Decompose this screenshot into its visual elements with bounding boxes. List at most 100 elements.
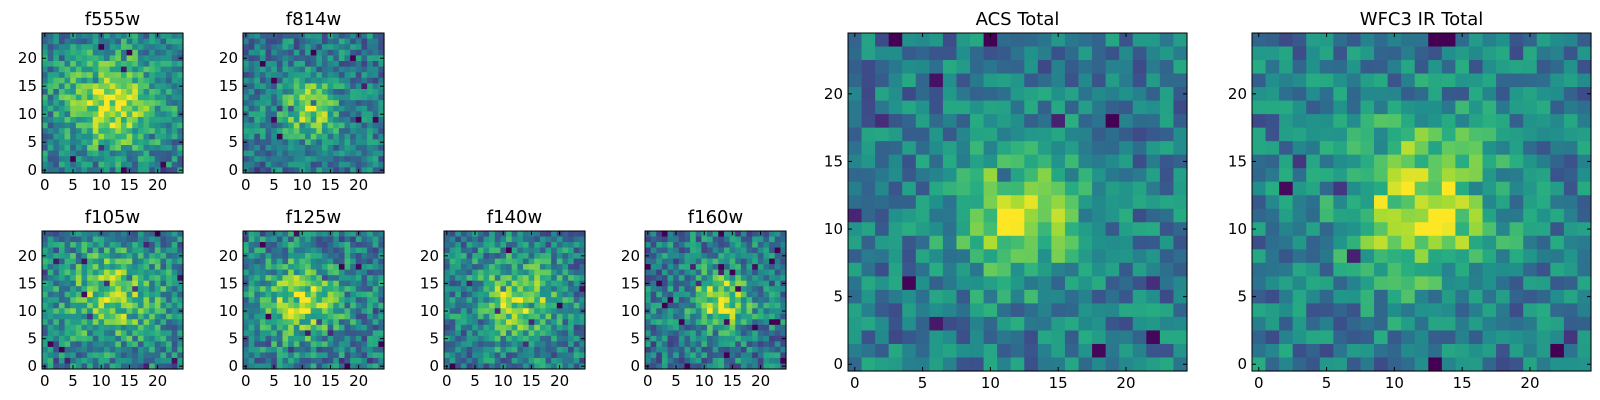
heatmap-cell [171, 231, 178, 238]
heatmap-cell [248, 145, 255, 152]
heatmap-cell [1051, 208, 1066, 223]
heatmap-cell [545, 291, 552, 298]
heatmap-cell [1523, 208, 1538, 223]
heatmap-cell [372, 346, 379, 354]
heatmap-cell [259, 89, 267, 96]
heatmap-cell [64, 61, 71, 68]
heatmap-cell [53, 286, 60, 293]
heatmap-cell [265, 291, 272, 298]
heatmap-cell [1441, 127, 1456, 142]
heatmap-cell [848, 100, 863, 115]
heatmap-cell [718, 357, 725, 365]
heatmap-cell [1279, 222, 1294, 237]
heatmap-cell [539, 236, 547, 243]
heatmap-cell [1010, 316, 1025, 332]
heatmap-cell [87, 49, 94, 56]
heatmap-cell [1496, 46, 1511, 61]
heatmap-cell [75, 77, 83, 84]
heatmap-cell [259, 150, 267, 157]
heatmap-cell [915, 168, 930, 183]
heatmap-cell [350, 341, 357, 348]
heatmap-cell [444, 264, 451, 271]
heatmap-cell [171, 128, 178, 135]
heatmap-cell [58, 122, 66, 129]
heatmap-cell [154, 161, 162, 168]
heatmap-cell [460, 247, 468, 254]
heatmap-cell [87, 319, 94, 326]
heatmap-cell [104, 33, 111, 40]
heatmap-cell [87, 346, 94, 354]
heatmap-cell [780, 324, 787, 331]
heatmap-cell [1064, 195, 1080, 210]
heatmap-cell [276, 247, 284, 254]
heatmap-cell [120, 33, 128, 40]
heatmap-cell [1414, 181, 1429, 196]
heatmap-cell [271, 122, 278, 129]
heatmap-cell [875, 208, 890, 223]
heatmap-cell [75, 150, 83, 157]
heatmap-cell [149, 275, 156, 282]
heatmap-cell [92, 167, 99, 174]
heatmap-cell [983, 222, 998, 237]
heatmap-cell [1051, 181, 1066, 196]
heatmap-cell [271, 161, 278, 168]
y-tick-label: 10 [824, 220, 843, 238]
heatmap-cell [562, 308, 569, 315]
heatmap-cell [372, 269, 379, 276]
heatmap-cell [350, 94, 357, 101]
heatmap-cell [1064, 73, 1080, 88]
heatmap-cell [466, 286, 473, 293]
heatmap-cell [997, 343, 1012, 359]
heatmap-cell [1159, 208, 1175, 223]
heatmap-cell [75, 280, 83, 287]
heatmap-cell [661, 236, 669, 243]
heatmap-cell [271, 111, 278, 118]
heatmap-cell [661, 308, 669, 315]
heatmap-cell [466, 258, 473, 265]
heatmap-cell [120, 55, 128, 62]
heatmap-cell [1523, 222, 1538, 237]
heatmap-cell [47, 150, 54, 157]
heatmap-cell [338, 297, 346, 304]
heatmap-cell [282, 139, 289, 146]
heatmap-cell [321, 324, 329, 331]
heatmap-cell [551, 253, 558, 260]
heatmap-cell [166, 275, 173, 282]
heatmap-cell [1401, 168, 1416, 183]
heatmap-cell [718, 308, 725, 315]
heatmap-cell [1265, 141, 1280, 156]
heatmap-cell [528, 357, 535, 365]
heatmap-cell [355, 324, 363, 331]
heatmap-cell [333, 280, 340, 287]
heatmap-cell [1105, 276, 1120, 291]
heatmap-cell [47, 341, 54, 348]
heatmap-cell [355, 145, 363, 152]
heatmap-cell [171, 122, 178, 129]
heatmap-cell [143, 357, 150, 365]
heatmap-cell [316, 363, 323, 370]
heatmap-cell [327, 357, 334, 365]
heatmap-cell [780, 319, 787, 326]
heatmap-cell [271, 286, 278, 293]
heatmap-cell [70, 61, 77, 68]
heatmap-cell [92, 335, 99, 342]
heatmap-cell [327, 117, 334, 124]
heatmap-cell [1024, 195, 1039, 210]
heatmap-cell [367, 275, 374, 282]
heatmap-cell [678, 335, 686, 342]
heatmap-cell [355, 297, 363, 304]
heatmap-cell [489, 346, 496, 354]
heatmap-cell [1159, 195, 1175, 210]
heatmap-cell [305, 253, 312, 260]
heatmap-cell [333, 264, 340, 271]
heatmap-cell [684, 319, 691, 326]
heatmap-cell [276, 89, 284, 96]
heatmap-cell [1387, 168, 1402, 183]
heatmap-cell [1496, 208, 1511, 223]
heatmap-cell [177, 150, 184, 157]
heatmap-cell [372, 352, 379, 359]
heatmap-cell [276, 324, 284, 331]
heatmap-cell [305, 156, 312, 163]
heatmap-cell [81, 247, 88, 254]
heatmap-cell [166, 335, 173, 342]
